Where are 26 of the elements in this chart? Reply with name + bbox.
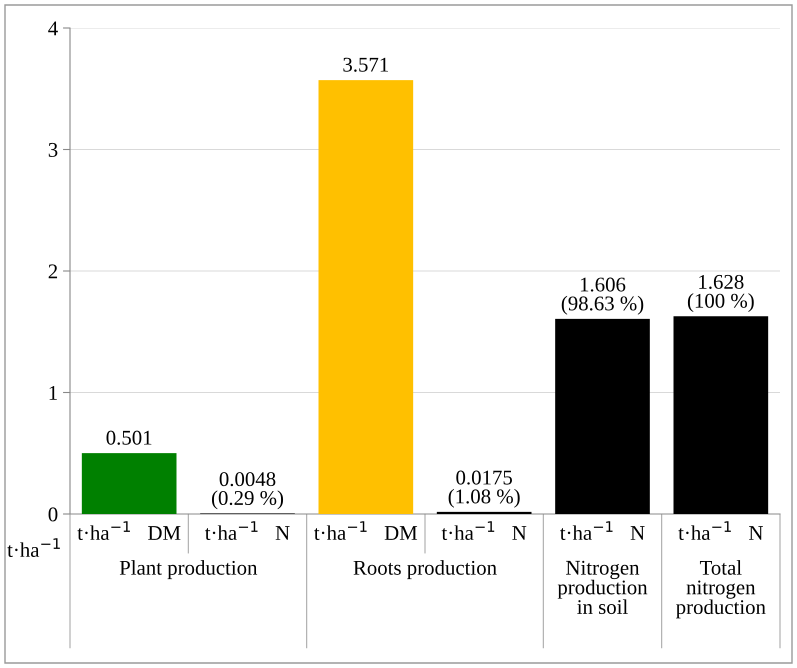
y-tick-label: 0: [48, 507, 58, 522]
category-label: t·ha$^{−1}$ N: [560, 521, 645, 540]
text: Plant production: [120, 560, 258, 580]
category-label: t·ha$^{−1}$ N: [678, 521, 763, 540]
data-label: 1.628 (100 %): [688, 274, 754, 312]
data-label: 0.501: [106, 430, 152, 445]
data-label: 3.571: [343, 58, 388, 72]
category-label: t·ha$^{−1}$ DM: [77, 521, 180, 540]
y-tick-label: 4: [48, 22, 58, 36]
text: Total nitrogen production: [676, 560, 766, 618]
bar: [318, 80, 414, 514]
category-label: t·ha$^{−1}$ N: [442, 521, 526, 540]
category-label: t·ha$^{−1}$ N: [204, 521, 290, 540]
y-tick-label: 2: [48, 264, 58, 278]
y-tick-label: 3: [48, 142, 58, 157]
data-label: 0.0048 (0.29 %): [212, 472, 284, 510]
bar: [82, 453, 176, 514]
text: Roots production: [354, 560, 497, 580]
bar: [674, 316, 768, 514]
y-axis-title: t·ha$^{−1}$: [7, 538, 60, 558]
text: Nitrogen production in soil: [558, 560, 648, 614]
data-label: 0.0175 (1.08 %): [448, 470, 520, 508]
data-label: 1.606 (98.63 %): [562, 278, 644, 315]
bar: [555, 318, 650, 514]
category-label: t·ha$^{−1}$ DM: [314, 521, 418, 540]
y-tick-label: 1: [50, 386, 57, 400]
